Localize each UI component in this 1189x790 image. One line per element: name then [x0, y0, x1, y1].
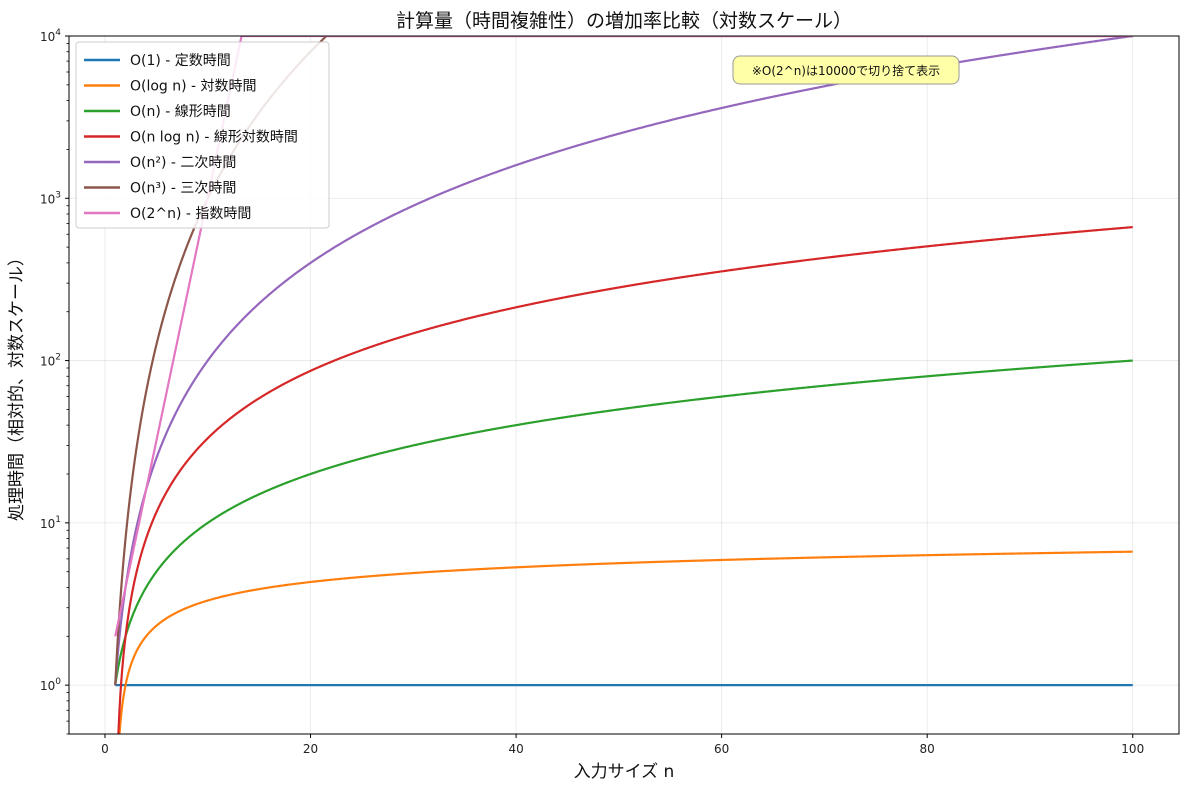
y-tick-label: 102: [40, 353, 61, 369]
annotation-text: ※O(2^n)は10000で切り捨て表示: [752, 63, 940, 78]
y-axis-label: 処理時間（相対的、対数スケール）: [7, 249, 27, 521]
x-tick-label: 20: [303, 742, 318, 756]
series-line-2: [114, 359, 1133, 686]
legend-label: O(n) - 線形時間: [130, 104, 231, 120]
legend-box: [75, 41, 330, 229]
series-line-4: [114, 36, 1133, 686]
x-tick-label: 60: [714, 742, 729, 756]
y-tick-label: 101: [40, 515, 61, 531]
legend-label: O(n²) - 二次時間: [130, 155, 236, 171]
x-tick-label: 0: [101, 742, 109, 756]
series-line-1: [118, 550, 1133, 734]
cap-annotation: ※O(2^n)は10000で切り捨て表示: [732, 55, 960, 85]
x-tick-label: 40: [508, 742, 523, 756]
y-tick-label: 103: [40, 190, 61, 206]
annotation-box: [732, 55, 960, 85]
legend-label: O(n³) - 三次時間: [130, 181, 236, 197]
series-line-3: [117, 226, 1133, 734]
x-axis-label: 入力サイズ n: [574, 762, 675, 782]
plot-frame: [68, 35, 1180, 735]
x-tick-label: 100: [1121, 742, 1144, 756]
x-axis-ticks: 0 20 40 60 80 100: [101, 734, 1144, 756]
chart-title: 計算量（時間複雑性）の増加率比較（対数スケール）: [396, 10, 852, 32]
y-tick-label: 100: [40, 677, 61, 693]
x-tick-label: 80: [920, 742, 935, 756]
legend-label: O(log n) - 対数時間: [130, 79, 257, 95]
y-axis-ticks: 100 101 102 103 104: [40, 28, 69, 735]
legend-label: O(2^n) - 指数時間: [130, 206, 251, 222]
legend: O(1) - 定数時間 O(log n) - 対数時間 O(n) - 線形時間 O(n…: [75, 41, 330, 229]
legend-label: O(1) - 定数時間: [130, 53, 231, 69]
legend-label: O(n log n) - 線形対数時間: [130, 130, 298, 146]
y-tick-label: 104: [40, 28, 61, 44]
